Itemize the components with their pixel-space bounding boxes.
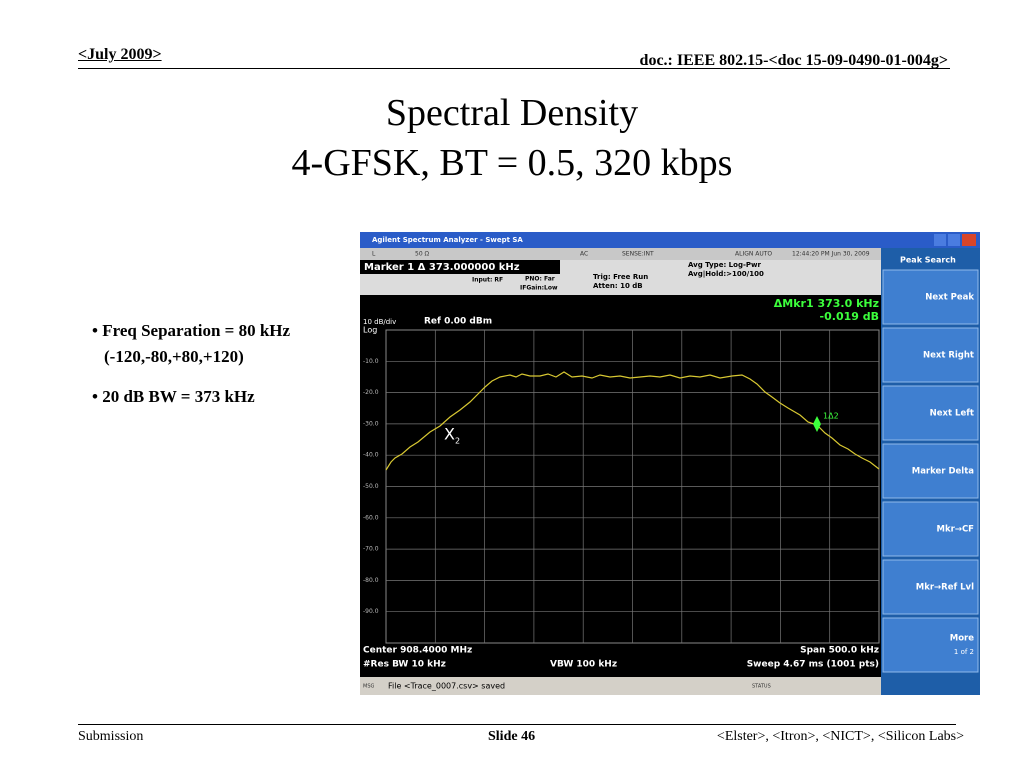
softkey	[882, 269, 979, 325]
status: L	[372, 251, 376, 258]
header-date: <July 2009>	[78, 46, 162, 63]
scale: 10 dB/div	[363, 318, 396, 326]
title-line: Spectral Density	[385, 92, 639, 134]
trace	[385, 371, 880, 471]
message: File <Trace_0007.csv> saved	[388, 682, 505, 691]
bullet: • 20 dB BW = 373 kHz	[92, 387, 255, 406]
analyzer-screenshot: Agilent Spectrum Analyzer - Swept SA L 5…	[360, 232, 980, 695]
softkey	[882, 327, 979, 383]
screen	[360, 232, 980, 695]
softkey-label: Next Right	[923, 351, 974, 361]
scale: Log	[363, 326, 377, 335]
setting: Trig: Free Run	[593, 273, 648, 281]
info: VBW 100 kHz	[550, 660, 617, 670]
header-rule	[78, 68, 950, 69]
message-bar	[360, 677, 881, 695]
softkey-label: Next Left	[930, 409, 974, 419]
softkey-title: Peak Search	[900, 256, 956, 265]
softkey-page: 1 of 2	[954, 648, 974, 656]
status: 12:44:20 PM Jun 30, 2009	[792, 251, 870, 258]
softkey-label: Next Peak	[925, 293, 974, 303]
info: Span 500.0 kHz	[800, 646, 879, 656]
status-strip	[360, 248, 881, 260]
win-btn	[948, 234, 960, 246]
delta-marker: -0.019 dB	[820, 310, 879, 323]
msg-tag: MSG	[363, 684, 374, 690]
setting: Input: RF	[472, 277, 503, 284]
bullet-text: Freq Separation = 80 kHz (-120,-80,+80,+…	[102, 321, 291, 366]
marker-x-sub: 2	[455, 437, 460, 446]
grid-label: -70.0	[363, 546, 379, 553]
title-bar	[360, 232, 980, 248]
grid: -10.0 -20.0 -30.0 -40.0 -50.0 -60.0 -70.0 -80.0…	[363, 329, 880, 644]
status: AC	[580, 251, 588, 258]
marker-readout: Marker 1 Δ 373.000000 kHz	[364, 262, 520, 273]
win-btn	[962, 234, 976, 246]
status: ALIGN AUTO	[735, 251, 772, 258]
ref-level: Ref 0.00 dBm	[424, 317, 492, 327]
footer-right: <Elster>, <Itron>, <NICT>, <Silicon Labs…	[716, 729, 964, 744]
softkey	[882, 559, 979, 615]
window-title: Agilent Spectrum Analyzer - Swept SA	[372, 236, 523, 244]
grid-label: -50.0	[363, 483, 379, 490]
marker-box	[360, 260, 560, 274]
footer-rule	[78, 724, 956, 725]
softkey-label: Mkr→Ref Lvl	[916, 583, 974, 593]
setting: PNO: Far	[525, 276, 555, 283]
win-btn	[934, 234, 946, 246]
softkey	[882, 385, 979, 441]
softkey	[882, 617, 979, 673]
softkey	[882, 443, 979, 499]
setting: IFGain:Low	[520, 285, 558, 292]
delta-marker: ΔMkr1 373.0 kHz	[774, 297, 879, 310]
footer-center: Slide 46	[488, 729, 536, 744]
softkey	[882, 501, 979, 557]
status: SENSE:INT	[622, 251, 654, 258]
marker-x: X	[444, 425, 455, 444]
footer-left: Submission	[78, 729, 144, 744]
grid-label: -30.0	[363, 420, 379, 427]
softkey-label: Mkr→CF	[937, 525, 975, 535]
grid-label: -80.0	[363, 577, 379, 584]
marker-delta-label: 1Δ2	[823, 412, 839, 421]
setting: Atten: 10 dB	[593, 282, 643, 290]
info: #Res BW 10 kHz	[363, 660, 446, 670]
header-doc: doc.: IEEE 802.15-<doc 15-09-0490-01-004…	[639, 52, 948, 69]
softkey-label: Marker Delta	[912, 467, 975, 477]
softkey-label: More	[950, 634, 974, 644]
status: 50 Ω	[415, 251, 430, 258]
setting: Avg|Hold:>100/100	[688, 270, 764, 279]
grid-label: -60.0	[363, 514, 379, 521]
grid-label: -90.0	[363, 608, 379, 615]
grid-label: -20.0	[363, 389, 379, 396]
info: Center 908.4000 MHz	[363, 646, 472, 656]
bullet: • Freq Separation = 80 kHz (-120,-80,+80…	[92, 321, 291, 366]
status-tag: STATUS	[752, 684, 771, 690]
softkeys: Next Peak Next Right Next Left Marker Delta…	[882, 269, 979, 673]
grid-label: -10.0	[363, 358, 379, 365]
info: Sweep 4.67 ms (1001 pts)	[747, 660, 879, 670]
bullet-text: 20 dB BW = 373 kHz	[102, 387, 255, 406]
grid-label: -40.0	[363, 452, 379, 459]
marker-diamond	[813, 416, 821, 432]
title-line: 4-GFSK, BT = 0.5, 320 kbps	[291, 142, 733, 184]
setting: Avg Type: Log-Pwr	[688, 261, 761, 269]
